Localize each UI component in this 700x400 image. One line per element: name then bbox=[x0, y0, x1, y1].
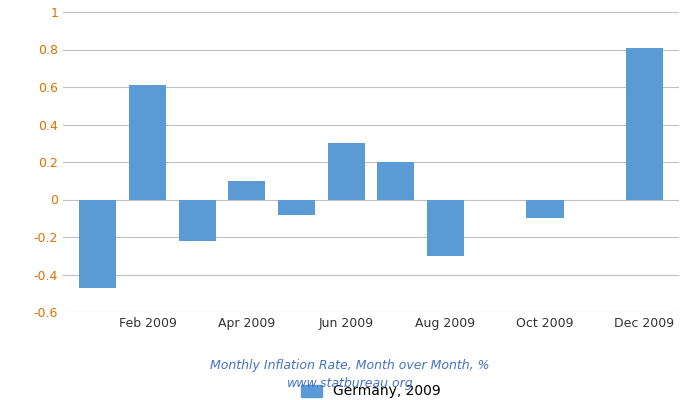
Bar bbox=[178, 200, 216, 241]
Bar bbox=[79, 200, 116, 288]
Text: www.statbureau.org: www.statbureau.org bbox=[287, 377, 413, 390]
Legend: Germany, 2009: Germany, 2009 bbox=[295, 379, 447, 400]
Bar bbox=[228, 181, 265, 200]
Bar bbox=[278, 200, 315, 214]
Bar bbox=[626, 48, 663, 200]
Bar bbox=[427, 200, 464, 256]
Bar bbox=[129, 85, 166, 200]
Text: Monthly Inflation Rate, Month over Month, %: Monthly Inflation Rate, Month over Month… bbox=[210, 360, 490, 372]
Bar bbox=[526, 200, 564, 218]
Bar bbox=[377, 162, 414, 200]
Bar bbox=[328, 143, 365, 200]
